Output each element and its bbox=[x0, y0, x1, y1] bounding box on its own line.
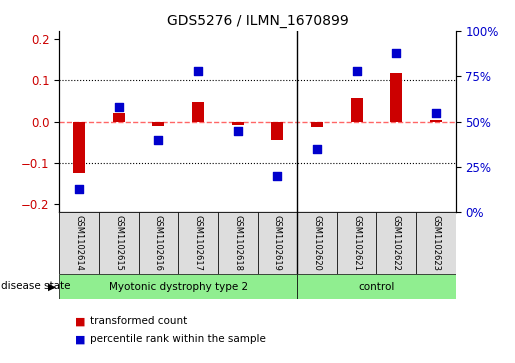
Bar bbox=[376, 212, 416, 274]
Bar bbox=[192, 102, 204, 122]
Text: GSM1102622: GSM1102622 bbox=[392, 215, 401, 271]
Text: transformed count: transformed count bbox=[90, 316, 187, 326]
Bar bbox=[258, 212, 297, 274]
Text: ■: ■ bbox=[75, 316, 85, 326]
Point bbox=[313, 146, 321, 152]
Point bbox=[154, 137, 163, 143]
Point bbox=[392, 50, 401, 56]
Text: GSM1102615: GSM1102615 bbox=[114, 215, 123, 271]
Text: GSM1102620: GSM1102620 bbox=[313, 215, 321, 271]
Bar bbox=[99, 212, 139, 274]
Point bbox=[352, 68, 360, 74]
Bar bbox=[113, 113, 125, 122]
Point bbox=[234, 128, 242, 134]
Text: percentile rank within the sample: percentile rank within the sample bbox=[90, 334, 266, 344]
Text: ■: ■ bbox=[75, 334, 85, 344]
Bar bbox=[218, 212, 258, 274]
Text: ▶: ▶ bbox=[47, 281, 56, 291]
Text: GSM1102616: GSM1102616 bbox=[154, 215, 163, 271]
Text: GSM1102618: GSM1102618 bbox=[233, 215, 242, 271]
Bar bbox=[311, 122, 323, 127]
Bar bbox=[73, 122, 85, 173]
Bar bbox=[139, 212, 178, 274]
Text: Myotonic dystrophy type 2: Myotonic dystrophy type 2 bbox=[109, 282, 248, 292]
Bar bbox=[59, 274, 297, 299]
Point bbox=[194, 68, 202, 74]
Bar bbox=[59, 212, 99, 274]
Title: GDS5276 / ILMN_1670899: GDS5276 / ILMN_1670899 bbox=[167, 15, 348, 28]
Bar bbox=[351, 98, 363, 122]
Text: GSM1102623: GSM1102623 bbox=[432, 215, 440, 271]
Bar bbox=[297, 212, 337, 274]
Point bbox=[114, 104, 123, 110]
Text: control: control bbox=[358, 282, 394, 292]
Bar bbox=[297, 274, 456, 299]
Bar bbox=[337, 212, 376, 274]
Bar bbox=[232, 122, 244, 125]
Bar bbox=[430, 119, 442, 122]
Point bbox=[432, 110, 440, 115]
Point bbox=[273, 173, 281, 179]
Bar bbox=[416, 212, 456, 274]
Text: GSM1102619: GSM1102619 bbox=[273, 215, 282, 271]
Text: GSM1102621: GSM1102621 bbox=[352, 215, 361, 271]
Text: GSM1102614: GSM1102614 bbox=[75, 215, 83, 271]
Point bbox=[75, 186, 83, 192]
Bar bbox=[271, 122, 283, 140]
Text: disease state: disease state bbox=[1, 281, 71, 291]
Bar bbox=[178, 212, 218, 274]
Bar bbox=[390, 73, 402, 122]
Bar bbox=[152, 122, 164, 126]
Text: GSM1102617: GSM1102617 bbox=[194, 215, 202, 271]
